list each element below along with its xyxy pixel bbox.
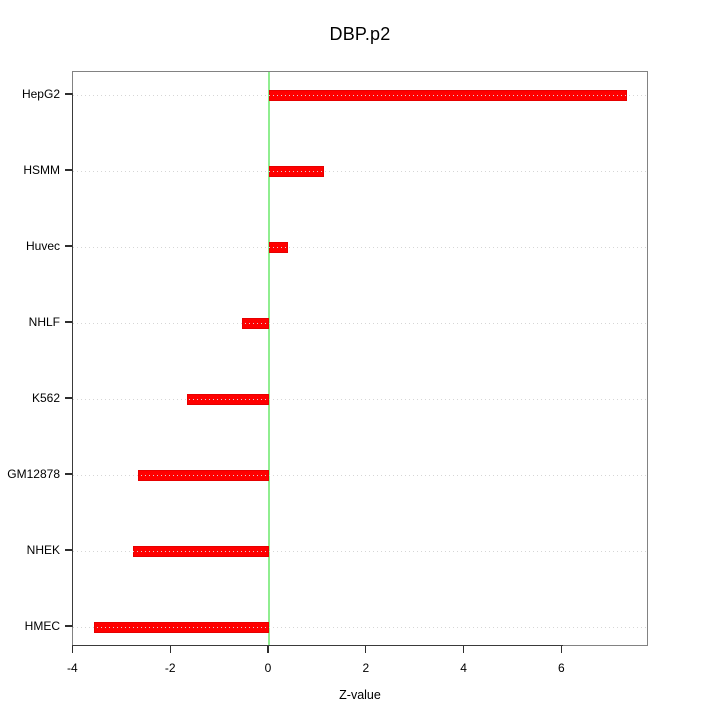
x-axis-tick xyxy=(462,646,465,653)
x-axis-tick-label: -4 xyxy=(67,661,78,675)
gridline xyxy=(73,247,647,248)
gridline xyxy=(73,475,647,476)
y-axis-tick xyxy=(65,321,72,323)
y-axis-tick xyxy=(65,473,72,475)
x-axis-tick-label: 6 xyxy=(558,661,565,675)
gridline xyxy=(73,551,647,552)
y-axis-label-Huvec: Huvec xyxy=(25,239,60,253)
x-axis-title: Z-value xyxy=(339,688,381,702)
gridline xyxy=(73,323,647,324)
y-axis-label-K562: K562 xyxy=(31,391,60,405)
y-axis-label-HSMM: HSMM xyxy=(23,163,60,177)
x-axis-tick xyxy=(71,646,74,653)
x-axis-tick-label: 4 xyxy=(460,661,467,675)
gridline xyxy=(73,171,647,172)
y-axis-tick xyxy=(65,549,72,551)
y-axis-tick xyxy=(65,245,72,247)
gridline xyxy=(73,627,647,628)
y-axis-tick xyxy=(65,93,72,95)
x-axis-tick-label: -2 xyxy=(164,661,176,675)
y-axis-tick xyxy=(65,625,72,627)
y-axis-label-HMEC: HMEC xyxy=(24,619,60,633)
x-axis-tick-label: 0 xyxy=(264,661,272,675)
x-axis-tick xyxy=(560,646,563,653)
x-axis-line xyxy=(72,644,563,646)
y-axis-label-GM12878: GM12878 xyxy=(7,467,60,481)
zero-reference-line xyxy=(268,72,270,645)
y-axis-tick xyxy=(65,397,72,399)
gridline xyxy=(73,399,647,400)
y-axis-line xyxy=(72,93,74,627)
y-axis-tick xyxy=(65,169,72,171)
x-axis-tick xyxy=(365,646,367,653)
chart-title: DBP.p2 xyxy=(329,24,391,44)
plot-area xyxy=(72,71,648,646)
y-axis-label-HepG2: HepG2 xyxy=(21,87,60,101)
x-axis-tick-label: 2 xyxy=(362,661,370,675)
y-axis-label-NHEK: NHEK xyxy=(26,543,60,557)
gridline xyxy=(73,95,647,96)
y-axis-label-NHLF: NHLF xyxy=(28,315,60,329)
x-axis-tick xyxy=(267,646,269,653)
x-axis-tick xyxy=(169,646,171,653)
